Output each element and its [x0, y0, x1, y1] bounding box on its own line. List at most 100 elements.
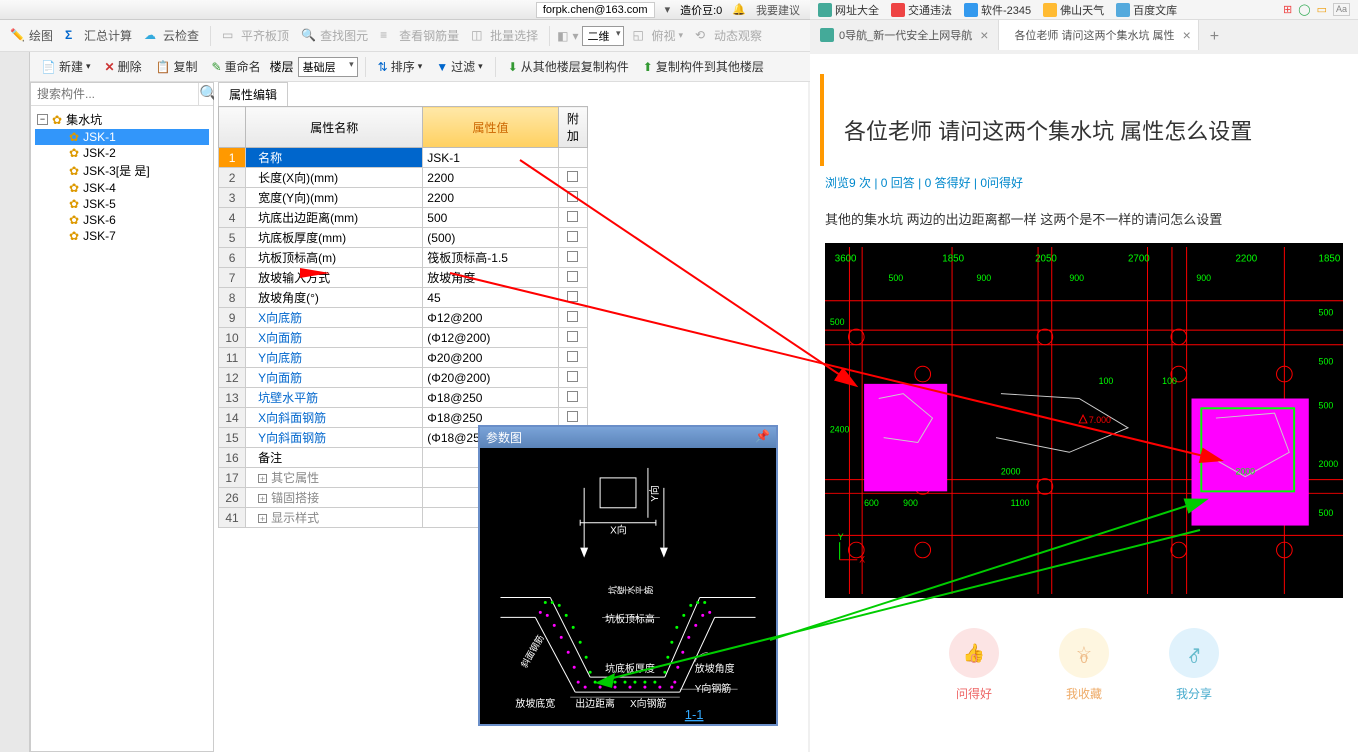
tree-item[interactable]: ✿JSK-6	[35, 212, 209, 228]
search-input[interactable]	[31, 83, 198, 105]
find-primitive-button[interactable]: 🔍查找图元	[297, 25, 372, 46]
book-icon[interactable]: ▭	[1317, 3, 1327, 16]
prop-value[interactable]: 45	[423, 288, 559, 308]
view-rebar-button[interactable]: ≡查看钢筋量	[376, 25, 463, 46]
sort-button[interactable]: ⇅排序▾	[373, 56, 428, 77]
prop-value[interactable]: 筏板顶标高-1.5	[423, 248, 559, 268]
browser-tab[interactable]: 0导航_新一代安全上网导航×	[810, 20, 999, 50]
copy-to-button[interactable]: ⬆复制构件到其他楼层	[638, 56, 769, 77]
question-page: 各位老师 请问这两个集水坑 属性怎么设置 浏览9 次 | 0 回答 | 0 答得…	[810, 54, 1358, 752]
top-view-button[interactable]: ◱俯视▾	[628, 25, 687, 46]
checkbox[interactable]	[567, 311, 578, 322]
checkbox[interactable]	[567, 291, 578, 302]
user-email[interactable]: forpk.chen@163.com	[536, 2, 655, 18]
align-top-button[interactable]: ▭平齐板顶	[218, 25, 293, 46]
property-row[interactable]: 2长度(X向)(mm)2200	[219, 168, 588, 188]
prop-value[interactable]: Φ12@200	[423, 308, 559, 328]
bookmark-item[interactable]: 交通违法	[891, 2, 952, 18]
checkbox[interactable]	[567, 231, 578, 242]
prop-value[interactable]: 500	[423, 208, 559, 228]
property-row[interactable]: 4坑底出边距离(mm)500	[219, 208, 588, 228]
checkbox[interactable]	[567, 251, 578, 262]
tree-root[interactable]: − ✿ 集水坑	[35, 110, 209, 129]
bookmark-item[interactable]: 网址大全	[818, 2, 879, 18]
svg-text:1850: 1850	[1319, 254, 1341, 265]
bookmark-item[interactable]: 佛山天气	[1043, 2, 1104, 18]
prop-value[interactable]: 2200	[423, 188, 559, 208]
filter-button[interactable]: ▼过滤▾	[431, 56, 487, 77]
checkbox[interactable]	[567, 391, 578, 402]
property-row[interactable]: 8放坡角度(°)45	[219, 288, 588, 308]
checkbox[interactable]	[567, 371, 578, 382]
svg-text:500: 500	[1319, 307, 1334, 317]
view-mode-select[interactable]: 二维	[582, 26, 624, 46]
collapse-icon[interactable]: −	[37, 114, 48, 125]
prop-value[interactable]: JSK-1	[423, 148, 559, 168]
checkbox[interactable]	[567, 211, 578, 222]
checkbox[interactable]	[567, 351, 578, 362]
cad-drawing: 7.000 3600 1850 2050 2700 2200 1850 500 …	[825, 243, 1343, 598]
tree-item[interactable]: ✿JSK-1	[35, 129, 209, 145]
circle-icon[interactable]: ◯	[1298, 3, 1310, 16]
property-row[interactable]: 10X向面筋(Φ12@200)	[219, 328, 588, 348]
param-window-titlebar[interactable]: 参数图 📌	[480, 427, 776, 448]
checkbox[interactable]	[567, 191, 578, 202]
prop-value[interactable]: 放坡角度	[423, 268, 559, 288]
prop-extra	[558, 368, 587, 388]
prop-value[interactable]: Φ20@200	[423, 348, 559, 368]
rename-button[interactable]: ✎重命名	[207, 56, 266, 77]
col-name: 属性名称	[246, 107, 423, 148]
property-row[interactable]: 9X向底筋Φ12@200	[219, 308, 588, 328]
pin-icon[interactable]: 📌	[755, 429, 770, 446]
checkbox[interactable]	[567, 171, 578, 182]
prop-value[interactable]: (Φ12@200)	[423, 328, 559, 348]
suggest-link[interactable]: 我要建议	[756, 2, 800, 18]
tree-item[interactable]: ✿JSK-5	[35, 196, 209, 212]
property-row[interactable]: 1名称JSK-1	[219, 148, 588, 168]
property-row[interactable]: 11Y向底筋Φ20@200	[219, 348, 588, 368]
tree-item[interactable]: ✿JSK-2	[35, 145, 209, 161]
copy-from-button[interactable]: ⬇从其他楼层复制构件	[503, 56, 634, 77]
property-row[interactable]: 12Y向面筋(Φ20@200)	[219, 368, 588, 388]
new-tab-button[interactable]: +	[1199, 28, 1229, 46]
dynamic-view-button[interactable]: ⟲动态观察	[691, 25, 766, 46]
browser-tab[interactable]: 各位老师 请问这两个集水坑 属性×	[999, 20, 1199, 50]
property-row[interactable]: 3宽度(Y向)(mm)2200	[219, 188, 588, 208]
copy-button[interactable]: 📋复制	[151, 56, 203, 77]
tree-item[interactable]: ✿JSK-3[是 是]	[35, 161, 209, 180]
close-tab-icon[interactable]: ×	[980, 27, 988, 43]
grid-icon[interactable]: ⊞	[1283, 3, 1292, 16]
tree-item[interactable]: ✿JSK-4	[35, 180, 209, 196]
checkbox[interactable]	[567, 411, 578, 422]
aa-icon[interactable]: Aa	[1333, 3, 1350, 16]
new-button[interactable]: 📄新建▾	[36, 56, 96, 77]
prop-value[interactable]: 2200	[423, 168, 559, 188]
delete-button[interactable]: ✕删除	[100, 56, 147, 77]
sum-button[interactable]: Σ汇总计算	[61, 25, 136, 46]
tree-item[interactable]: ✿JSK-7	[35, 228, 209, 244]
prop-value[interactable]: (500)	[423, 228, 559, 248]
close-tab-icon[interactable]: ×	[1183, 27, 1191, 43]
bookmark-item[interactable]: 百度文库	[1116, 2, 1177, 18]
draw-button[interactable]: ✏️绘图	[6, 25, 57, 46]
property-tab[interactable]: 属性编辑	[218, 82, 288, 106]
share-button[interactable]: ↗ 0 我分享	[1169, 628, 1219, 702]
prop-value[interactable]: (Φ20@200)	[423, 368, 559, 388]
bell-icon[interactable]: 🔔	[732, 3, 746, 16]
bookmark-item[interactable]: 软件-2345	[964, 2, 1031, 18]
action-row: 👍 0 问得好 ☆ 0 我收藏 ↗ 0 我分享	[810, 628, 1358, 702]
favorite-button[interactable]: ☆ 0 我收藏	[1059, 628, 1109, 702]
property-row[interactable]: 7放坡输入方式放坡角度	[219, 268, 588, 288]
toolbar-component: 📄新建▾ ✕删除 📋复制 ✎重命名 楼层 基础层 ⇅排序▾ ▼过滤▾ ⬇从其他楼…	[30, 52, 810, 82]
cloud-check-button[interactable]: ☁云检查	[140, 25, 203, 46]
checkbox[interactable]	[567, 331, 578, 342]
prop-value[interactable]: Φ18@250	[423, 388, 559, 408]
good-question-button[interactable]: 👍 0 问得好	[949, 628, 999, 702]
batch-select-button[interactable]: ◫批量选择	[467, 25, 542, 46]
property-row[interactable]: 13坑壁水平筋Φ18@250	[219, 388, 588, 408]
property-row[interactable]: 6坑板顶标高(m)筏板顶标高-1.5	[219, 248, 588, 268]
checkbox[interactable]	[567, 271, 578, 282]
bookmark-label: 软件-2345	[981, 2, 1031, 18]
floor-select[interactable]: 基础层	[298, 57, 358, 77]
property-row[interactable]: 5坑底板厚度(mm)(500)	[219, 228, 588, 248]
